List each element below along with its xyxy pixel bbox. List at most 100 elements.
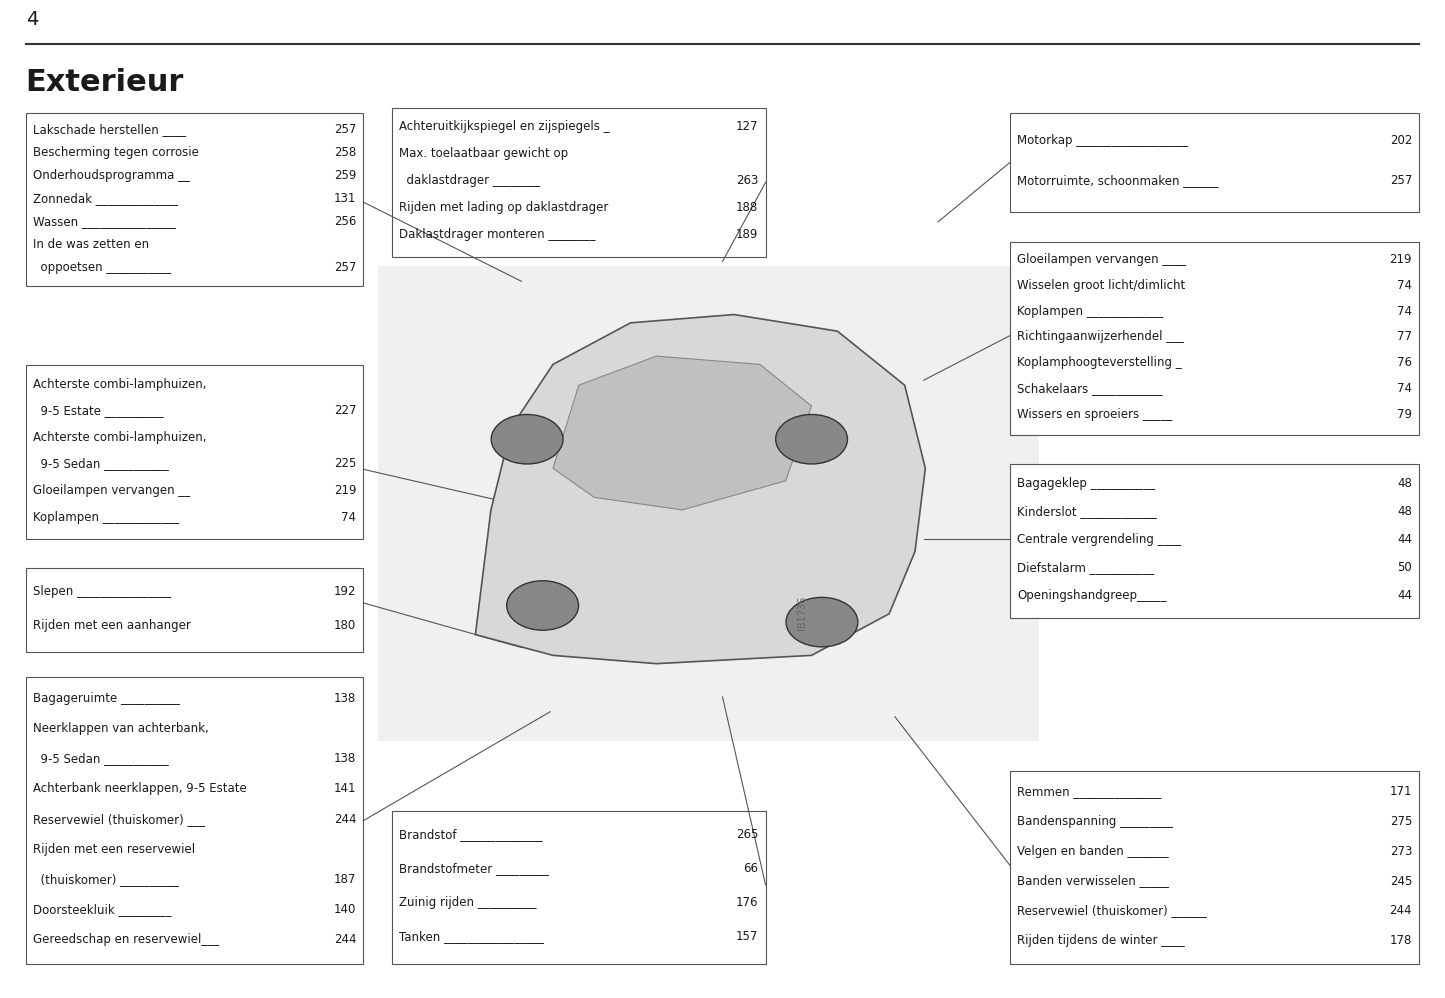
Text: 219: 219 — [1390, 253, 1412, 266]
Text: 74: 74 — [1397, 382, 1412, 395]
Text: Gereedschap en reservewiel___: Gereedschap en reservewiel___ — [33, 933, 218, 946]
Text: Velgen en banden _______: Velgen en banden _______ — [1017, 845, 1169, 858]
Text: Lakschade herstellen ____: Lakschade herstellen ____ — [33, 123, 186, 136]
FancyBboxPatch shape — [392, 810, 766, 964]
Text: Bescherming tegen corrosie: Bescherming tegen corrosie — [33, 146, 199, 159]
Text: 127: 127 — [736, 121, 759, 134]
Text: Neerklappen van achterbank,: Neerklappen van achterbank, — [33, 722, 208, 735]
Text: Daklastdrager monteren ________: Daklastdrager monteren ________ — [399, 229, 595, 242]
Text: Remmen _______________: Remmen _______________ — [1017, 785, 1162, 798]
Text: 66: 66 — [743, 862, 759, 875]
Text: 77: 77 — [1397, 330, 1412, 343]
Text: In de was zetten en: In de was zetten en — [33, 239, 149, 251]
Text: Wassen ________________: Wassen ________________ — [33, 215, 176, 229]
Text: IB1736: IB1736 — [796, 596, 806, 630]
Text: Zonnedak ______________: Zonnedak ______________ — [33, 192, 178, 205]
Text: 79: 79 — [1397, 407, 1412, 420]
Text: 138: 138 — [334, 752, 355, 765]
Text: 219: 219 — [334, 484, 355, 497]
Text: 259: 259 — [334, 169, 355, 182]
FancyBboxPatch shape — [1010, 113, 1419, 212]
Text: 258: 258 — [334, 146, 355, 159]
Text: Bagageruimte __________: Bagageruimte __________ — [33, 692, 179, 705]
Text: Reservewiel (thuiskomer) ___: Reservewiel (thuiskomer) ___ — [33, 812, 205, 825]
Text: Koplampen _____________: Koplampen _____________ — [33, 511, 179, 524]
Text: 245: 245 — [1390, 874, 1412, 887]
Text: 138: 138 — [334, 692, 355, 705]
Text: 227: 227 — [334, 404, 355, 417]
Text: 192: 192 — [334, 586, 355, 599]
Text: 131: 131 — [334, 192, 355, 205]
Text: 225: 225 — [334, 457, 355, 470]
Text: 176: 176 — [736, 896, 759, 909]
Text: Slepen ________________: Slepen ________________ — [33, 586, 171, 599]
FancyBboxPatch shape — [1010, 771, 1419, 964]
Circle shape — [776, 414, 847, 464]
Text: Motorruimte, schoonmaken ______: Motorruimte, schoonmaken ______ — [1017, 174, 1218, 187]
Text: Brandstofmeter _________: Brandstofmeter _________ — [399, 862, 549, 875]
Text: Wisselen groot licht/dimlicht: Wisselen groot licht/dimlicht — [1017, 278, 1185, 292]
Text: 202: 202 — [1390, 135, 1412, 148]
Text: Richtingaanwijzerhendel ___: Richtingaanwijzerhendel ___ — [1017, 330, 1183, 343]
Text: 189: 189 — [736, 229, 759, 242]
Text: 244: 244 — [334, 933, 355, 946]
FancyBboxPatch shape — [26, 113, 363, 286]
FancyBboxPatch shape — [377, 266, 1039, 742]
Text: Tanken _________________: Tanken _________________ — [399, 930, 545, 943]
FancyBboxPatch shape — [392, 108, 766, 256]
Text: 76: 76 — [1397, 356, 1412, 369]
FancyBboxPatch shape — [26, 365, 363, 539]
Text: Kinderslot _____________: Kinderslot _____________ — [1017, 505, 1157, 518]
Text: 48: 48 — [1397, 505, 1412, 518]
Text: 187: 187 — [334, 873, 355, 886]
Text: 275: 275 — [1390, 815, 1412, 828]
Text: Gloeilampen vervangen __: Gloeilampen vervangen __ — [33, 484, 191, 497]
Polygon shape — [553, 356, 812, 510]
Circle shape — [507, 581, 578, 630]
Text: 265: 265 — [736, 828, 759, 841]
Text: Zuinig rijden __________: Zuinig rijden __________ — [399, 896, 536, 909]
Text: 244: 244 — [334, 812, 355, 825]
Circle shape — [491, 414, 564, 464]
Text: Achteruitkijkspiegel en zijspiegels _: Achteruitkijkspiegel en zijspiegels _ — [399, 121, 610, 134]
Text: Koplamphoogteverstelling _: Koplamphoogteverstelling _ — [1017, 356, 1182, 369]
Text: 9-5 Estate __________: 9-5 Estate __________ — [33, 404, 163, 417]
Text: Diefstalarm ___________: Diefstalarm ___________ — [1017, 561, 1155, 574]
Text: 244: 244 — [1390, 904, 1412, 917]
Text: 44: 44 — [1397, 589, 1412, 602]
Text: daklastdrager ________: daklastdrager ________ — [399, 175, 540, 188]
Text: Openingshandgreep_____: Openingshandgreep_____ — [1017, 589, 1166, 602]
Text: Reservewiel (thuiskomer) ______: Reservewiel (thuiskomer) ______ — [1017, 904, 1207, 917]
Text: Onderhoudsprogramma __: Onderhoudsprogramma __ — [33, 169, 189, 182]
Text: 180: 180 — [334, 619, 355, 632]
FancyBboxPatch shape — [1010, 464, 1419, 618]
Text: 50: 50 — [1397, 561, 1412, 574]
Text: 256: 256 — [334, 215, 355, 229]
FancyBboxPatch shape — [1010, 242, 1419, 435]
Text: Gloeilampen vervangen ____: Gloeilampen vervangen ____ — [1017, 253, 1186, 266]
Text: 263: 263 — [736, 175, 759, 188]
Text: Bagageklep ___________: Bagageklep ___________ — [1017, 477, 1155, 490]
Text: 74: 74 — [1397, 278, 1412, 292]
Text: 48: 48 — [1397, 477, 1412, 490]
Circle shape — [786, 598, 858, 647]
Text: 74: 74 — [1397, 304, 1412, 317]
Text: 74: 74 — [341, 511, 355, 524]
Text: Achterste combi-lamphuizen,: Achterste combi-lamphuizen, — [33, 431, 207, 444]
Text: Centrale vergrendeling ____: Centrale vergrendeling ____ — [1017, 533, 1181, 546]
Text: Exterieur: Exterieur — [26, 69, 184, 98]
Text: Doorsteekluik _________: Doorsteekluik _________ — [33, 903, 172, 916]
Text: Bandenspanning _________: Bandenspanning _________ — [1017, 815, 1173, 828]
Text: Max. toelaatbaar gewicht op: Max. toelaatbaar gewicht op — [399, 148, 568, 161]
Text: 4: 4 — [26, 10, 38, 29]
Text: 257: 257 — [334, 123, 355, 136]
Text: 257: 257 — [1390, 174, 1412, 187]
FancyBboxPatch shape — [26, 568, 363, 653]
Text: 140: 140 — [334, 903, 355, 916]
Text: Koplampen _____________: Koplampen _____________ — [1017, 304, 1163, 317]
Text: Wissers en sproeiers _____: Wissers en sproeiers _____ — [1017, 407, 1172, 420]
Text: 171: 171 — [1390, 785, 1412, 798]
Text: Rijden met een reservewiel: Rijden met een reservewiel — [33, 843, 195, 856]
Text: Rijden met lading op daklastdrager: Rijden met lading op daklastdrager — [399, 202, 608, 215]
Text: oppoetsen ___________: oppoetsen ___________ — [33, 261, 171, 274]
